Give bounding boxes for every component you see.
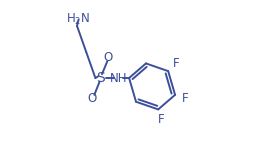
Text: $\mathsf{H_2N}$: $\mathsf{H_2N}$ (66, 12, 90, 27)
Text: NH: NH (110, 71, 127, 85)
Text: O: O (104, 51, 113, 64)
Text: O: O (88, 92, 97, 105)
Text: S: S (96, 71, 105, 85)
Text: F: F (182, 92, 188, 105)
Text: F: F (173, 57, 179, 70)
Text: F: F (158, 113, 164, 126)
